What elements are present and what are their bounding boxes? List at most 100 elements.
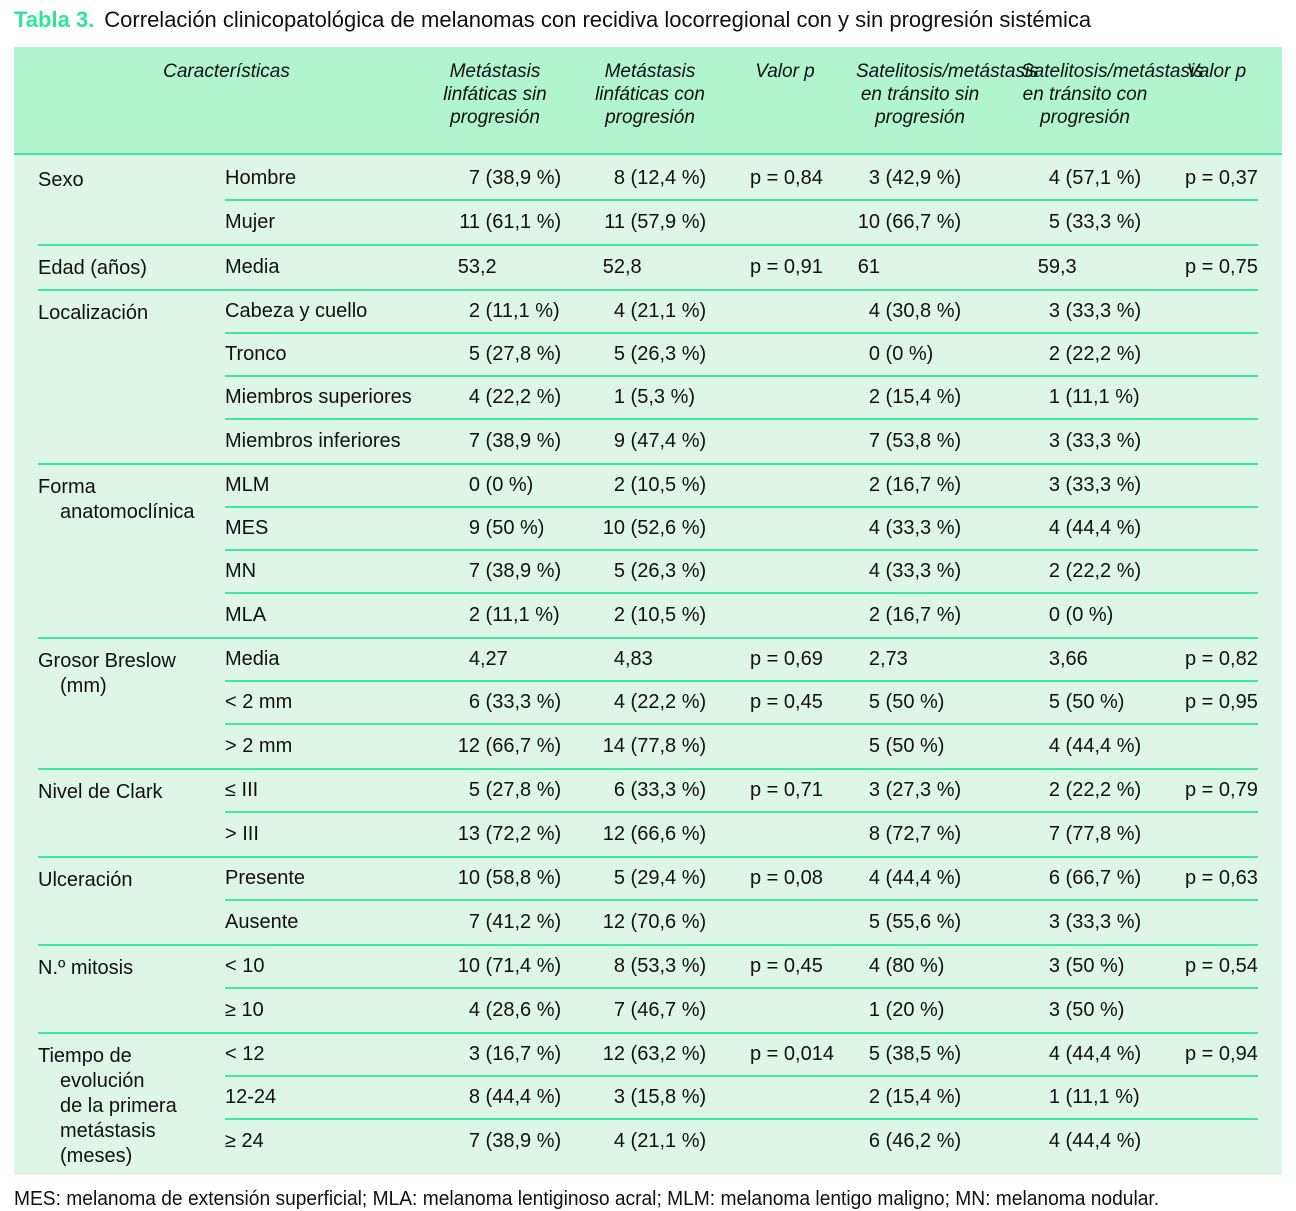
value-number: 7 xyxy=(613,999,625,1021)
cell-valor-p-1: p = 0,69 xyxy=(750,648,823,670)
table-row: Miembros inferiores 7 (38,9 %) 9 (47,4 %) 7… xyxy=(225,420,1258,463)
cell-metastasis-con: 2 (10,5 %) xyxy=(575,604,725,627)
cell-metastasis-sin: 2 (11,1 %) xyxy=(415,300,575,323)
value-number: 61 xyxy=(857,256,880,278)
cell-satelitosis-sin: 4 (33,3 %) xyxy=(845,517,995,540)
value-number: 1 xyxy=(1048,1086,1060,1108)
cell-metastasis-sin: 3 (16,7 %) xyxy=(415,1043,575,1066)
table-row: > 2 mm 12 (66,7 %) 14 (77,8 %) 5 (50 %) 4 (4… xyxy=(225,725,1258,768)
cell-valor-p-2: p = 0,63 xyxy=(1185,867,1258,889)
table-row: < 2 mm 6 (33,3 %) 4 (22,2 %) p = 0,45 5 (50 … xyxy=(225,682,1258,725)
cell-satelitosis-con: 4 (44,4 %) xyxy=(995,517,1175,540)
value-number: 12 xyxy=(602,911,625,933)
row-label: ≥ 24 xyxy=(225,1130,264,1152)
cell-valor-p-2: p = 0,75 xyxy=(1185,256,1258,278)
table-row: ≤ III 5 (27,8 %) 6 (33,3 %) p = 0,71 3 (27,3… xyxy=(225,770,1258,813)
category-label-line: Localización xyxy=(38,302,149,324)
cell-satelitosis-con: 3 (33,3 %) xyxy=(995,430,1175,453)
header-valor-p-2: Valor p xyxy=(1186,61,1247,82)
cell-satelitosis-sin: 3 (27,3 %) xyxy=(845,779,995,802)
value-number: 12 xyxy=(602,823,625,845)
value-number: 5 xyxy=(613,560,625,582)
value-number: 4 xyxy=(1048,1043,1060,1065)
row-label: Mujer xyxy=(225,211,276,233)
cell-valor-p-2: p = 0,79 xyxy=(1185,779,1258,801)
table-row: < 10 10 (71,4 %) 8 (53,3 %) p = 0,45 4 (80 %… xyxy=(225,946,1258,989)
group-rows: Media 4,27 4,83 p = 0,69 2,73 3,66 p = 0,82 < 2… xyxy=(225,639,1258,768)
value-number: 3 xyxy=(1048,648,1060,670)
table-title-text: Correlación clinicopatológica de melanom… xyxy=(104,7,1092,32)
cell-metastasis-sin: 2 (11,1 %) xyxy=(415,604,575,627)
value-number: 4 xyxy=(1048,517,1060,539)
table-group: Grosor Breslow (mm) Media 4,27 4,83 p = 0,69 2… xyxy=(38,639,1258,770)
cell-satelitosis-con: 4 (44,4 %) xyxy=(995,735,1175,758)
cell-metastasis-sin: 5 (27,8 %) xyxy=(415,343,575,366)
category-label: N.º mitosis xyxy=(38,946,225,1032)
category-label-line: Edad (años) xyxy=(38,257,147,279)
group-rows: Cabeza y cuello 2 (11,1 %) 4 (21,1 %) 4 (30… xyxy=(225,291,1258,463)
cell-metastasis-con: 8 (12,4 %) xyxy=(575,167,725,190)
cell-metastasis-con: 8 (53,3 %) xyxy=(575,955,725,978)
row-label: ≤ III xyxy=(225,779,259,801)
cell-satelitosis-sin: 2 (15,4 %) xyxy=(845,1086,995,1109)
row-label: MLA xyxy=(225,604,267,626)
value-number: 3 xyxy=(1048,911,1060,933)
cell-satelitosis-con: 3 (33,3 %) xyxy=(995,474,1175,497)
value-number: 4 xyxy=(868,517,880,539)
cell-valor-p-1: p = 0,84 xyxy=(750,167,823,189)
header-metastasis-con-progresion: Metástasis linfáticas con progresión xyxy=(595,61,705,128)
cell-valor-p-1: p = 0,014 xyxy=(750,1043,834,1065)
value-number: 7 xyxy=(468,430,480,452)
value-number: 0 xyxy=(868,343,880,365)
category-label-line: Sexo xyxy=(38,169,84,191)
table-body: Sexo Hombre 7 (38,9 %) 8 (12,4 %) p = 0,84 3 … xyxy=(14,155,1282,1175)
table-group: Nivel de Clark ≤ III 5 (27,8 %) 6 (33,3 %) p… xyxy=(38,770,1258,858)
row-label: > 2 mm xyxy=(225,735,293,757)
cell-metastasis-con: 9 (47,4 %) xyxy=(575,430,725,453)
value-number: 8 xyxy=(868,823,880,845)
table-number: Tabla 3. xyxy=(14,7,95,32)
cell-metastasis-con: 4,83 xyxy=(575,648,725,671)
value-number: 4 xyxy=(613,691,625,713)
row-label: MN xyxy=(225,560,257,582)
cell-metastasis-con: 6 (33,3 %) xyxy=(575,779,725,802)
value-number: 5 xyxy=(468,343,480,365)
cell-metastasis-con: 7 (46,7 %) xyxy=(575,999,725,1022)
cell-valor-p-2: p = 0,54 xyxy=(1185,955,1258,977)
header-satelitosis-sin-progresion: Satelitosis/metástasis en tránsito sin p… xyxy=(856,61,1039,128)
value-number: 10 xyxy=(457,867,480,889)
value-number: 11 xyxy=(459,211,480,233)
value-number: 2 xyxy=(468,604,480,626)
value-number: 4 xyxy=(468,386,480,408)
value-number: 3 xyxy=(1048,474,1060,496)
value-number: 11 xyxy=(604,211,625,233)
category-label-line: evolución xyxy=(60,1070,145,1092)
cell-satelitosis-sin: 4 (30,8 %) xyxy=(845,300,995,323)
cell-metastasis-sin: 12 (66,7 %) xyxy=(415,735,575,758)
cell-metastasis-sin: 7 (38,9 %) xyxy=(415,560,575,583)
table-row: ≥ 10 4 (28,6 %) 7 (46,7 %) 1 (20 %) 3 (50 %) xyxy=(225,989,1258,1032)
cell-metastasis-sin: 6 (33,3 %) xyxy=(415,691,575,714)
cell-satelitosis-con: 4 (44,4 %) xyxy=(995,1043,1175,1066)
cell-satelitosis-con: 3 (33,3 %) xyxy=(995,300,1175,323)
value-number: 4 xyxy=(868,867,880,889)
cell-satelitosis-con: 4 (57,1 %) xyxy=(995,167,1175,190)
cell-valor-p-1: p = 0,45 xyxy=(750,955,823,977)
cell-metastasis-sin: 0 (0 %) xyxy=(415,474,575,497)
table-row: MN 7 (38,9 %) 5 (26,3 %) 4 (33,3 %) 2 (22,2 … xyxy=(225,551,1258,594)
value-number: 10 xyxy=(857,211,880,233)
cell-satelitosis-con: 2 (22,2 %) xyxy=(995,343,1175,366)
row-label: Presente xyxy=(225,867,306,889)
value-number: 8 xyxy=(613,167,625,189)
value-number: 7 xyxy=(468,911,480,933)
value-number: 2 xyxy=(868,1086,880,1108)
category-label: Sexo xyxy=(38,158,225,244)
cell-valor-p-1: p = 0,08 xyxy=(750,867,823,889)
cell-metastasis-sin: 9 (50 %) xyxy=(415,517,575,540)
cell-metastasis-con: 1 (5,3 %) xyxy=(575,386,725,409)
table-row: Media 4,27 4,83 p = 0,69 2,73 3,66 p = 0,82 xyxy=(225,639,1258,682)
cell-satelitosis-sin: 5 (55,6 %) xyxy=(845,911,995,934)
cell-metastasis-sin: 53,2 xyxy=(415,256,575,279)
row-label: Tronco xyxy=(225,343,287,365)
value-number: 4 xyxy=(1048,1130,1060,1152)
